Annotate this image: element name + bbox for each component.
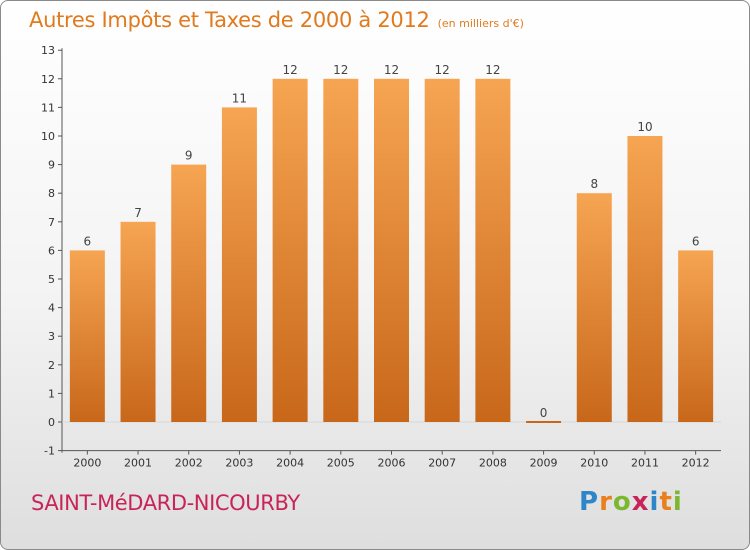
y-tick-label: -1: [44, 445, 55, 458]
bar: [273, 79, 308, 422]
data-label: 9: [185, 149, 193, 163]
bar: [475, 79, 510, 422]
x-tick-label: 2001: [124, 457, 152, 470]
x-tick-label: 2005: [327, 457, 355, 470]
x-tick-label: 2008: [479, 457, 507, 470]
y-tick-label: 11: [41, 101, 55, 114]
bar: [171, 165, 206, 422]
logo-letter: t: [659, 487, 672, 517]
bar: [678, 250, 713, 422]
logo-letter: P: [579, 487, 599, 517]
y-tick-label: 9: [48, 159, 55, 172]
data-label: 8: [590, 177, 598, 191]
y-tick-label: 2: [48, 359, 55, 372]
data-label: 7: [134, 206, 142, 220]
data-label: 12: [485, 63, 500, 77]
bar: [121, 222, 156, 422]
y-tick-label: 12: [41, 73, 55, 86]
y-tick-label: 6: [48, 244, 55, 257]
bar: [222, 107, 257, 422]
data-label: 0: [540, 406, 548, 420]
bar: [374, 79, 409, 422]
x-tick-label: 2004: [276, 457, 304, 470]
y-tick-label: 0: [48, 416, 55, 429]
x-tick-label: 2007: [428, 457, 456, 470]
data-label: 10: [637, 120, 652, 134]
proxiti-logo: Proxiti: [579, 487, 683, 517]
bar: [70, 250, 105, 422]
data-label: 12: [282, 63, 297, 77]
y-tick-label: 3: [48, 330, 55, 343]
data-label: 12: [333, 63, 348, 77]
y-tick-label: 4: [48, 302, 55, 315]
x-tick-label: 2010: [580, 457, 608, 470]
y-tick-label: 13: [41, 44, 55, 57]
bar: [526, 421, 561, 423]
y-tick-label: 10: [41, 130, 55, 143]
data-label: 12: [384, 63, 399, 77]
x-tick-label: 2011: [631, 457, 659, 470]
x-tick-label: 2000: [73, 457, 101, 470]
bar: [323, 79, 358, 422]
y-tick-label: 5: [48, 273, 55, 286]
logo-letter: o: [613, 487, 632, 517]
x-tick-label: 2012: [682, 457, 710, 470]
data-label: 11: [232, 91, 247, 105]
bar: [425, 79, 460, 422]
commune-name: SAINT-MéDARD-NICOURBY: [31, 491, 300, 515]
x-tick-label: 2009: [530, 457, 558, 470]
logo-letter: x: [632, 487, 650, 517]
logo-letter: i: [673, 487, 683, 517]
data-label: 12: [435, 63, 450, 77]
x-tick-label: 2002: [175, 457, 203, 470]
bar: [627, 136, 662, 422]
data-label: 6: [84, 234, 92, 248]
x-tick-label: 2006: [378, 457, 406, 470]
bars: [70, 79, 713, 423]
y-tick-label: 1: [48, 387, 55, 400]
bar: [577, 193, 612, 422]
x-tick-label: 2003: [225, 457, 253, 470]
data-label: 6: [692, 234, 700, 248]
y-tick-label: 8: [48, 187, 55, 200]
y-tick-label: 7: [48, 216, 55, 229]
logo-letter: r: [599, 487, 613, 517]
logo-letter: i: [650, 487, 660, 517]
